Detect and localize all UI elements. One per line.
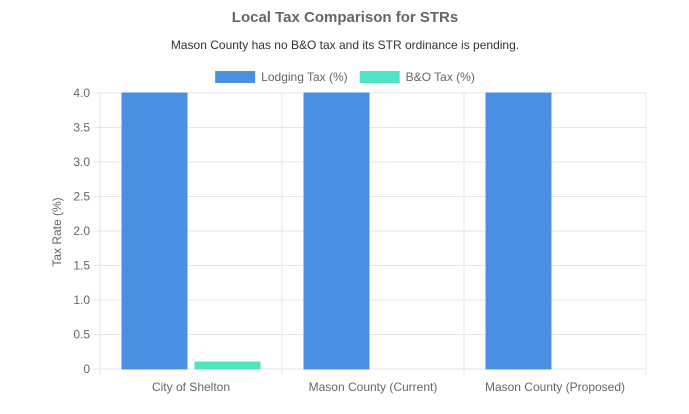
x-tick-label: Mason County (Proposed) — [485, 380, 625, 394]
bar — [121, 92, 188, 370]
x-axis-ticks: City of Shelton Mason County (Current) Mas… — [152, 380, 625, 394]
legend-label: Lodging Tax (%) — [261, 70, 348, 84]
chart-subtitle: Mason County has no B&O tax and its STR … — [171, 38, 519, 52]
bar — [485, 92, 552, 370]
legend: Lodging Tax (%) B&O Tax (%) — [215, 70, 475, 84]
legend-item[interactable]: B&O Tax (%) — [359, 70, 475, 84]
x-tick-label: Mason County (Current) — [309, 380, 438, 394]
chart-title: Local Tax Comparison for STRs — [232, 9, 458, 26]
y-tick-label: 1.0 — [73, 293, 90, 307]
bar — [194, 361, 261, 370]
y-tick-label: 0.5 — [73, 328, 90, 342]
legend-swatch — [359, 71, 400, 83]
x-tick-label: City of Shelton — [152, 380, 230, 394]
y-tick-label: 3.5 — [73, 121, 90, 135]
y-tick-label: 3.0 — [73, 155, 90, 169]
legend-swatch — [215, 71, 256, 83]
y-axis-ticks: 0 0.5 1.0 1.5 2.0 2.5 3.0 3.5 4.0 — [73, 86, 90, 376]
y-tick-label: 0 — [83, 362, 90, 376]
bars — [121, 92, 552, 370]
y-tick-label: 4.0 — [73, 86, 90, 100]
y-tick-label: 1.5 — [73, 259, 90, 273]
legend-label: B&O Tax (%) — [406, 70, 475, 84]
bar — [303, 92, 370, 370]
y-tick-label: 2.5 — [73, 190, 90, 204]
legend-item[interactable]: Lodging Tax (%) — [215, 70, 348, 84]
y-tick-label: 2.0 — [73, 224, 90, 238]
y-axis-label: Tax Rate (%) — [50, 197, 64, 266]
